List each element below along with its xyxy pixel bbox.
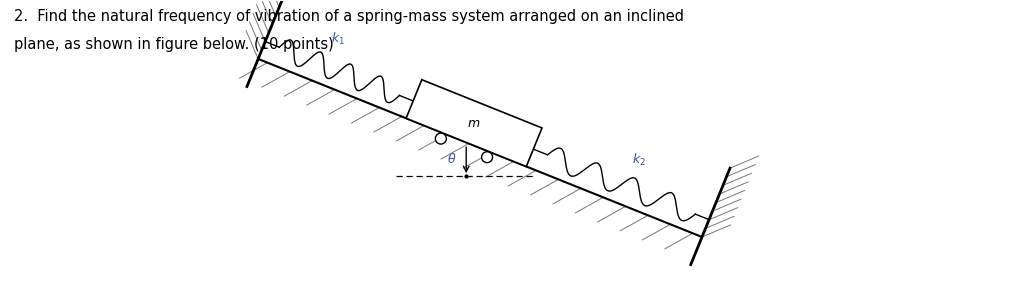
Polygon shape [406, 80, 542, 166]
Text: plane, as shown in figure below. (10 points): plane, as shown in figure below. (10 poi… [14, 37, 335, 52]
Text: $k_2$: $k_2$ [632, 152, 646, 168]
Text: $m$: $m$ [468, 117, 481, 130]
Circle shape [482, 152, 492, 163]
Circle shape [435, 133, 446, 144]
Text: $\theta$: $\theta$ [446, 152, 457, 166]
Text: 2.  Find the natural frequency of vibration of a spring-mass system arranged on : 2. Find the natural frequency of vibrati… [14, 9, 684, 24]
Text: $k_1$: $k_1$ [332, 31, 345, 47]
